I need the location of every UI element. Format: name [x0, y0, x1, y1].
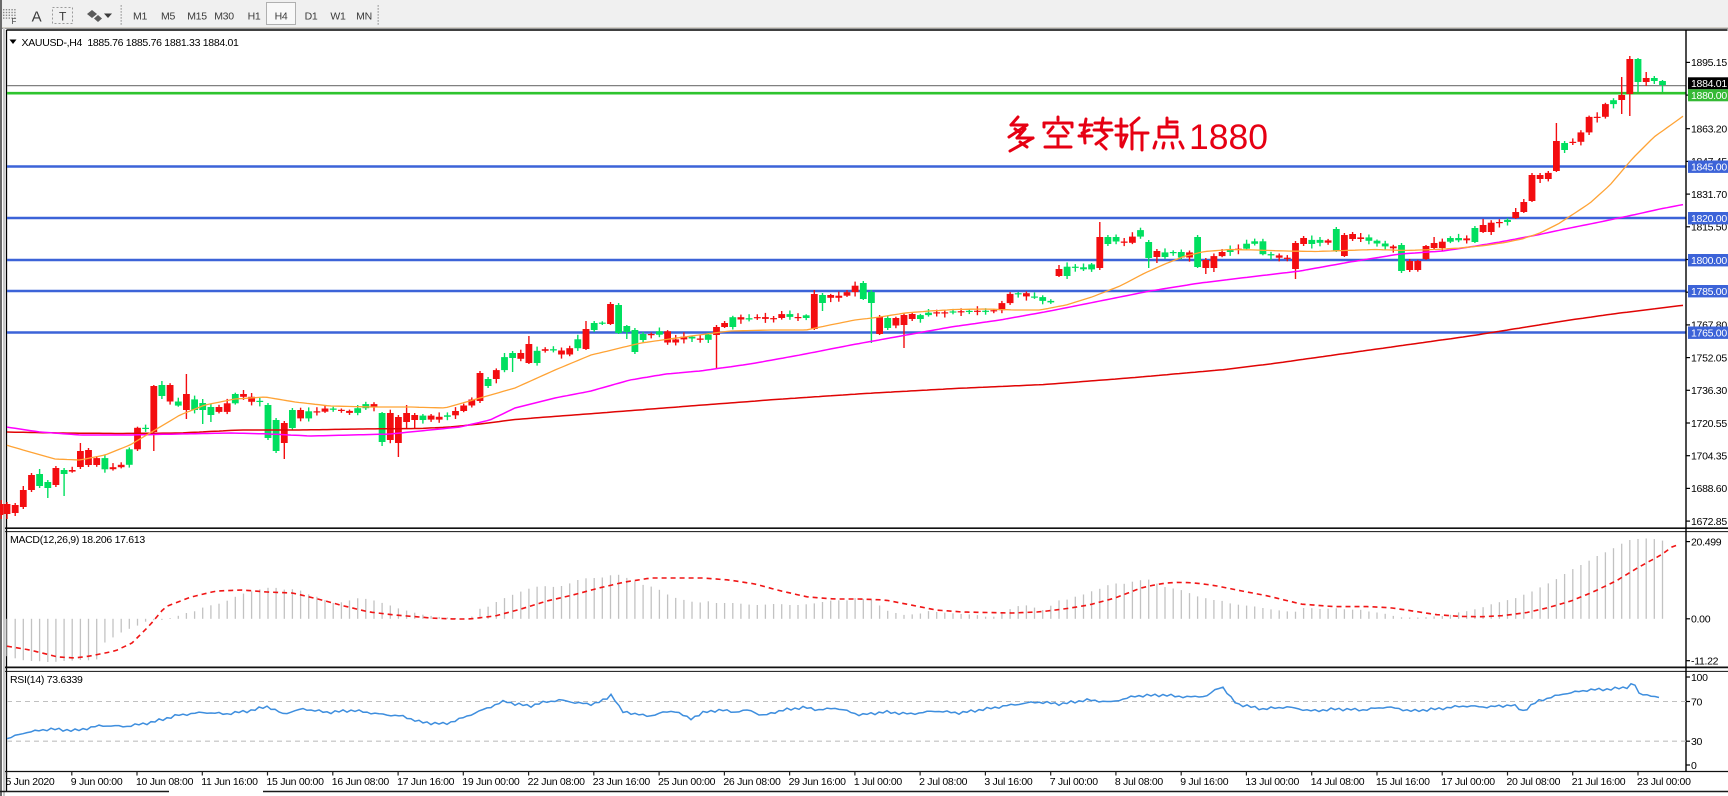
svg-text:1672.85: 1672.85 — [1691, 516, 1727, 528]
svg-text:15 Jun 00:00: 15 Jun 00:00 — [267, 776, 325, 788]
svg-text:M15: M15 — [187, 11, 207, 23]
svg-text:A: A — [32, 9, 42, 26]
svg-text:1720.55: 1720.55 — [1691, 418, 1727, 430]
svg-text:11 Jun 16:00: 11 Jun 16:00 — [201, 776, 258, 788]
svg-text:XAUUSD-,H4 1885.76 1885.76 18: XAUUSD-,H4 1885.76 1885.76 1881.33 1884.… — [22, 37, 240, 49]
svg-text:0: 0 — [1691, 760, 1697, 772]
svg-text:2 Jul 08:00: 2 Jul 08:00 — [919, 776, 968, 788]
svg-text:1831.70: 1831.70 — [1691, 189, 1727, 201]
svg-text:9 Jul 16:00: 9 Jul 16:00 — [1180, 776, 1229, 788]
svg-text:23 Jun 16:00: 23 Jun 16:00 — [593, 776, 651, 788]
svg-text:20 Jul 08:00: 20 Jul 08:00 — [1507, 776, 1561, 788]
svg-text:RSI(14) 73.6339: RSI(14) 73.6339 — [10, 674, 83, 686]
svg-text:1785.00: 1785.00 — [1691, 286, 1727, 298]
svg-text:1800.00: 1800.00 — [1691, 255, 1727, 267]
svg-text:H1: H1 — [248, 11, 261, 23]
svg-text:1845.00: 1845.00 — [1691, 162, 1727, 174]
svg-text:26 Jun 08:00: 26 Jun 08:00 — [723, 776, 781, 788]
svg-text:5 Jun 2020: 5 Jun 2020 — [6, 776, 55, 788]
svg-text:M1: M1 — [133, 11, 147, 23]
svg-text:30: 30 — [1691, 736, 1703, 748]
svg-text:1704.35: 1704.35 — [1691, 451, 1727, 463]
svg-text:1688.60: 1688.60 — [1691, 483, 1727, 495]
svg-text:7 Jul 00:00: 7 Jul 00:00 — [1050, 776, 1099, 788]
svg-text:1815.50: 1815.50 — [1691, 222, 1727, 234]
svg-text:1 Jul 00:00: 1 Jul 00:00 — [854, 776, 903, 788]
svg-text:9 Jun 00:00: 9 Jun 00:00 — [71, 776, 123, 788]
svg-text:29 Jun 16:00: 29 Jun 16:00 — [789, 776, 847, 788]
svg-text:1863.20: 1863.20 — [1691, 124, 1727, 136]
svg-text:25 Jun 00:00: 25 Jun 00:00 — [658, 776, 716, 788]
svg-text:W1: W1 — [330, 11, 346, 23]
svg-text:MN: MN — [356, 11, 372, 23]
svg-text:100: 100 — [1691, 672, 1708, 684]
svg-text:16 Jun 08:00: 16 Jun 08:00 — [332, 776, 390, 788]
svg-text:19 Jun 00:00: 19 Jun 00:00 — [462, 776, 520, 788]
svg-text:17 Jul 00:00: 17 Jul 00:00 — [1441, 776, 1495, 788]
svg-text:20.499: 20.499 — [1691, 536, 1722, 548]
svg-text:8 Jul 08:00: 8 Jul 08:00 — [1115, 776, 1164, 788]
svg-text:-11.22: -11.22 — [1691, 656, 1719, 668]
svg-text:1880: 1880 — [1189, 117, 1268, 157]
svg-text:17 Jun 16:00: 17 Jun 16:00 — [397, 776, 455, 788]
svg-text:10 Jun 08:00: 10 Jun 08:00 — [136, 776, 194, 788]
svg-text:M5: M5 — [161, 11, 175, 23]
svg-text:1880.00: 1880.00 — [1691, 90, 1727, 102]
svg-text:M30: M30 — [214, 11, 234, 23]
svg-text:14 Jul 08:00: 14 Jul 08:00 — [1311, 776, 1365, 788]
svg-text:70: 70 — [1691, 696, 1703, 708]
svg-text:21 Jul 16:00: 21 Jul 16:00 — [1572, 776, 1626, 788]
svg-text:1884.01: 1884.01 — [1691, 78, 1727, 90]
svg-text:F: F — [12, 17, 17, 26]
svg-text:1820.00: 1820.00 — [1691, 213, 1727, 225]
svg-text:1895.15: 1895.15 — [1691, 57, 1727, 69]
svg-text:22 Jun 08:00: 22 Jun 08:00 — [528, 776, 586, 788]
svg-text:23 Jul 00:00: 23 Jul 00:00 — [1637, 776, 1691, 788]
svg-text:D1: D1 — [305, 11, 318, 23]
svg-text:1736.30: 1736.30 — [1691, 385, 1727, 397]
svg-text:T: T — [59, 10, 67, 24]
svg-text:H4: H4 — [275, 11, 288, 23]
svg-text:MACD(12,26,9) 18.206 17.613: MACD(12,26,9) 18.206 17.613 — [10, 534, 145, 546]
svg-text:0.00: 0.00 — [1691, 614, 1711, 626]
svg-text:1752.05: 1752.05 — [1691, 352, 1727, 364]
svg-text:15 Jul 16:00: 15 Jul 16:00 — [1376, 776, 1430, 788]
svg-text:13 Jul 00:00: 13 Jul 00:00 — [1245, 776, 1299, 788]
svg-text:3 Jul 16:00: 3 Jul 16:00 — [984, 776, 1033, 788]
svg-text:1765.00: 1765.00 — [1691, 328, 1727, 340]
